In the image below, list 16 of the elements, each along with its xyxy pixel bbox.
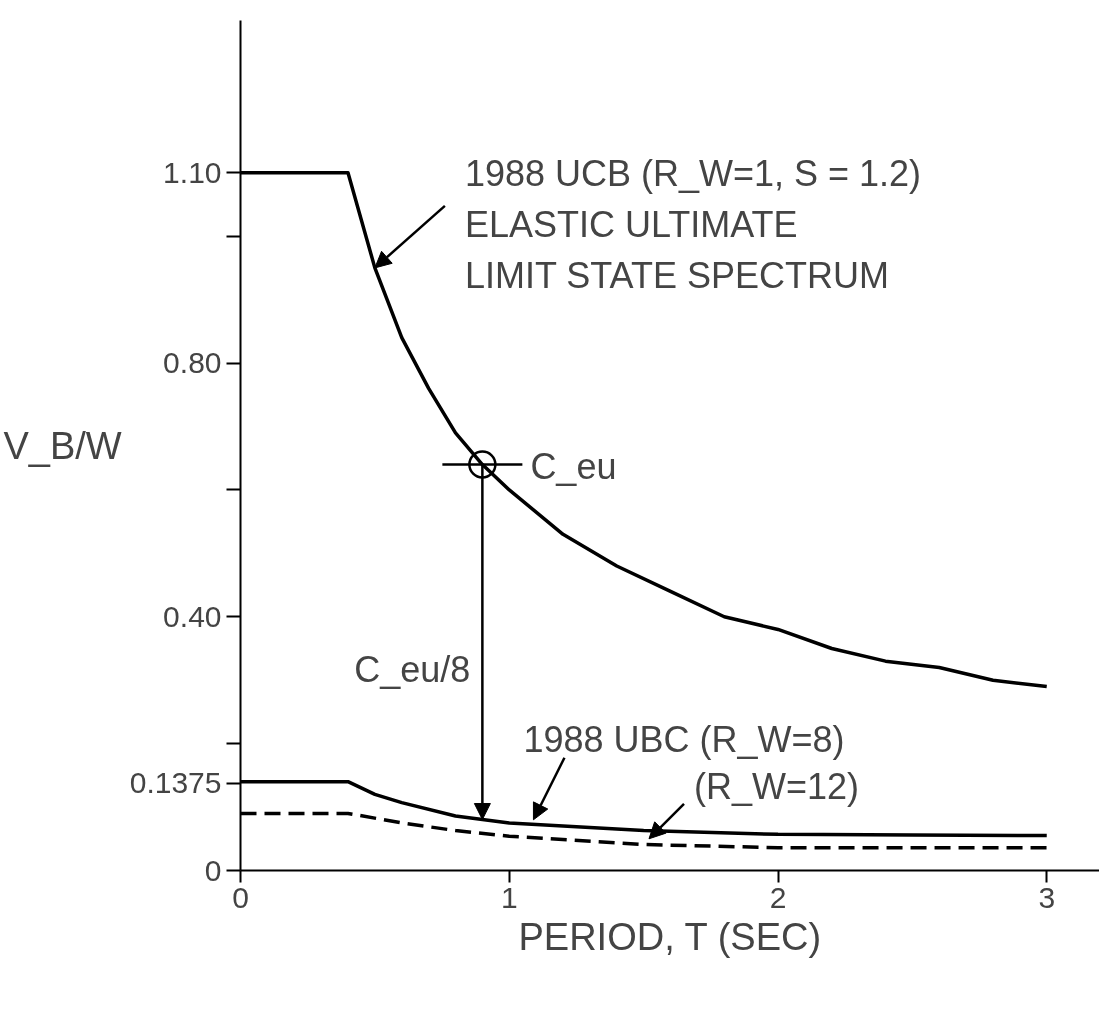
annotation: C_eu/8 xyxy=(354,649,471,691)
annotation: 1988 UCB (R_W=1, S = 1.2) ELASTIC ULTIMATE LIMIT STATE SPECTRUM xyxy=(464,152,922,297)
annotation: C_eu xyxy=(530,446,617,488)
y-tick-label: 1.10 xyxy=(163,155,222,189)
y-tick-label: 0 xyxy=(204,853,222,887)
y-axis-title: V_B/W xyxy=(3,424,122,467)
x-axis-title: PERIOD, T (SEC) xyxy=(518,915,822,958)
y-tick-label: 0.1375 xyxy=(129,766,222,800)
y-tick-label: 0.40 xyxy=(163,599,222,633)
x-tick-label: 1 xyxy=(500,880,518,914)
annotation: (R_W=12) xyxy=(694,766,860,808)
annotation: 1988 UBC (R_W=8) xyxy=(523,719,845,761)
x-tick-label: 3 xyxy=(1038,880,1056,914)
x-tick-label: 2 xyxy=(769,880,787,914)
x-tick-label: 0 xyxy=(232,880,249,914)
y-tick-label: 0.80 xyxy=(163,346,222,380)
